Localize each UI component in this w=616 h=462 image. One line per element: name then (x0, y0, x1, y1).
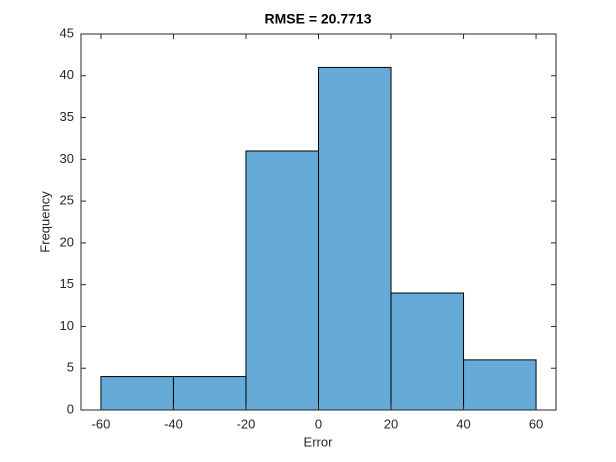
x-tick-label: 40 (456, 416, 470, 431)
y-tick-label: 30 (60, 151, 74, 166)
bar (245, 150, 319, 411)
bar (463, 359, 537, 411)
chart-title: RMSE = 20.7713 (264, 11, 371, 27)
y-tick-label: 45 (60, 25, 74, 40)
y-tick-label: 40 (60, 67, 74, 82)
x-tick-label: 20 (384, 416, 398, 431)
bar (100, 376, 174, 411)
bar (390, 292, 465, 411)
y-tick-label: 10 (60, 318, 74, 333)
x-tick-label: -60 (92, 416, 111, 431)
x-tick-label: 60 (529, 416, 543, 431)
y-tick-label: 20 (60, 234, 74, 249)
y-tick-label: 0 (67, 401, 74, 416)
x-tick-label: 0 (315, 416, 322, 431)
y-axis-label: Frequency (37, 191, 52, 253)
bar (318, 66, 392, 411)
y-tick-label: 5 (67, 360, 74, 375)
y-tick-label: 15 (60, 276, 74, 291)
x-tick-label: -40 (164, 416, 183, 431)
x-axis-label: Error (304, 434, 334, 449)
x-tick-label: -20 (237, 416, 256, 431)
bar (172, 376, 247, 411)
y-tick-label: 25 (60, 193, 74, 208)
y-tick-label: 35 (60, 109, 74, 124)
